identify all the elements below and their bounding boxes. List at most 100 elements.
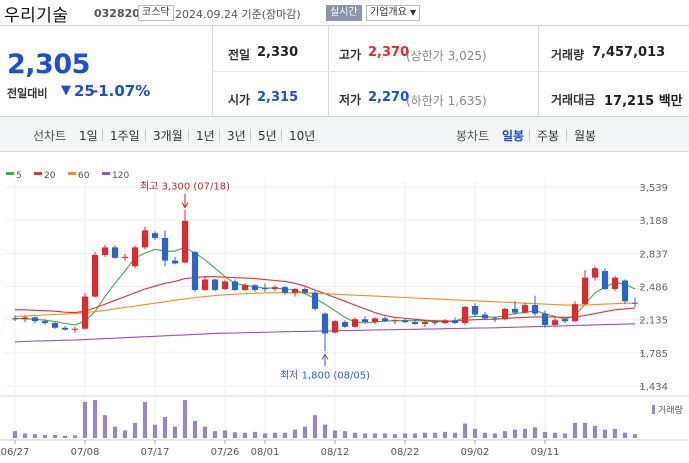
volume-bar [552, 432, 558, 438]
candle-body [491, 318, 499, 320]
volume-legend-label: 거래량 [658, 404, 683, 416]
volume-legend-swatch [652, 405, 655, 414]
candle-body [251, 285, 259, 290]
volume-bar [362, 433, 368, 438]
volume-bar [352, 432, 358, 438]
candle-body [201, 279, 209, 290]
volume-bar [502, 431, 508, 438]
x-tick-label: 08/01 [251, 447, 280, 458]
candle-body [81, 296, 89, 329]
period-10y[interactable]: 10년 [289, 129, 316, 143]
candle-body [51, 323, 59, 328]
volume-bar [82, 401, 88, 438]
candle-body [411, 322, 419, 324]
volume-bar [22, 433, 28, 438]
candle-body [421, 322, 429, 324]
ma-line-5 [14, 246, 636, 326]
candle-body [221, 281, 229, 290]
candle-body [21, 317, 29, 320]
chevron-down-icon: ▼ [410, 8, 417, 17]
volume-bar [492, 433, 498, 438]
candle-body [541, 313, 549, 325]
volume-bar [52, 434, 58, 438]
volume-bar [152, 424, 158, 438]
triangle-down-icon: ▼ [61, 83, 71, 98]
volume-bar [392, 434, 398, 438]
volume-bar [222, 430, 228, 438]
trade-amount-label: 거래대금 [551, 93, 596, 107]
separator [566, 129, 567, 141]
low-arrow-head [321, 353, 329, 360]
volume-bar [422, 432, 428, 438]
high-value: 2,370 [368, 45, 410, 60]
company-name: 우리기술 [4, 6, 69, 26]
volume-bar [572, 422, 578, 438]
candle-body [371, 318, 379, 323]
y-tick-label: 2,135 [639, 316, 668, 327]
volume-bar [472, 428, 478, 438]
legend-swatch [6, 172, 14, 175]
candle-body [401, 320, 409, 323]
volume-bar [102, 415, 108, 438]
stock-chart[interactable]: 5 20 60 120 3,539 3,188 2,837 2,486 2,135 1,785 1… [0, 152, 689, 463]
legend-swatch [68, 172, 76, 175]
candle-monthly[interactable]: 월봉 [574, 129, 597, 143]
candle-body [161, 237, 169, 261]
candle-body [31, 317, 39, 322]
candle-body [381, 318, 389, 322]
volume-bar [402, 433, 408, 438]
open-label: 시가 [228, 93, 251, 107]
volume-bar [532, 427, 538, 438]
candle-body [631, 302, 639, 304]
volume-bar [212, 431, 218, 438]
period-1y[interactable]: 1년 [196, 129, 215, 143]
prev-close-value: 2,330 [257, 45, 299, 60]
volume-bar [272, 432, 278, 438]
legend-label: 120 [112, 171, 129, 181]
candle-body [111, 247, 119, 258]
separator [188, 129, 189, 141]
period-1w[interactable]: 1주일 [110, 129, 140, 143]
ma-line-60 [14, 292, 635, 317]
volume-bar [522, 428, 528, 438]
candle-daily[interactable]: 일봉 [502, 129, 525, 143]
high-annotation: 최고 3,300 (07/18) [140, 181, 230, 193]
candle-body [531, 305, 539, 314]
candle-body [461, 306, 469, 324]
lower-limit: (하한가 1,635) [406, 94, 487, 108]
x-tick-label: 09/11 [531, 447, 560, 458]
period-selector: 선차트 1일 1주일 3개월 1년 3년 5년 10년 봉차트 일봉 주봉 월봉 [0, 117, 689, 152]
volume-label: 거래량 [551, 48, 585, 62]
volume-bar [252, 431, 258, 438]
volume-bar [582, 422, 588, 438]
y-tick-label: 3,188 [639, 216, 668, 227]
realtime-button[interactable]: 실시간 [326, 5, 362, 21]
volume-bar [512, 429, 518, 438]
candle-body [101, 247, 109, 255]
volume-bar [12, 431, 18, 438]
candle-body [291, 289, 299, 293]
volume-bar [382, 433, 388, 438]
volume-bar [462, 423, 468, 438]
volume-bar [262, 433, 268, 438]
period-3y[interactable]: 3년 [227, 129, 246, 143]
candle-body [61, 327, 69, 330]
trade-amount-value: 17,215 백만 [604, 94, 683, 109]
period-5y[interactable]: 5년 [258, 129, 277, 143]
company-info-button[interactable]: 기업개요 ▼ [366, 5, 421, 21]
candle-body [521, 305, 529, 313]
period-1d[interactable]: 1일 [79, 129, 98, 143]
volume-bar [592, 425, 598, 438]
ma-legend: 5 20 60 120 [6, 171, 129, 181]
candle-body [331, 321, 339, 333]
low-value: 2,270 [368, 90, 410, 105]
period-3m[interactable]: 3개월 [153, 129, 183, 143]
candle-weekly[interactable]: 주봉 [537, 129, 560, 143]
high-arrow-head [181, 202, 189, 209]
company-info-label: 기업개요 [370, 7, 407, 18]
candlestick-series [11, 209, 639, 352]
candle-body [561, 319, 569, 322]
candle-body [271, 287, 279, 290]
volume-bar [602, 429, 608, 438]
y-tick-label: 1,434 [639, 382, 668, 393]
